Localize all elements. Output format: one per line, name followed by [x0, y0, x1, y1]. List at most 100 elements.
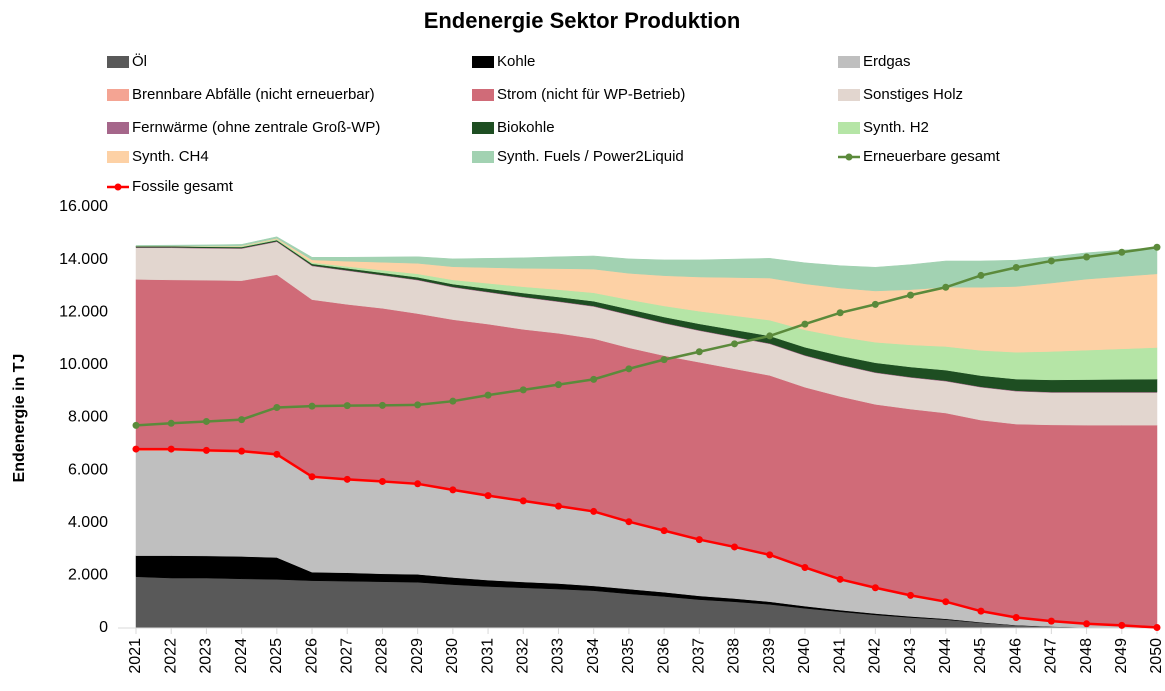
marker	[202, 417, 210, 425]
y-tick-label: 16.000	[59, 198, 108, 215]
marker	[836, 575, 844, 583]
x-tick-label: 2047	[1043, 638, 1060, 674]
legend-swatch	[838, 56, 860, 68]
legend-label: Fernwärme (ohne zentrale Groß-WP)	[132, 119, 380, 136]
x-tick-label: 2043	[902, 638, 919, 674]
marker	[660, 527, 668, 535]
y-tick-label: 14.000	[59, 251, 108, 268]
marker	[1153, 243, 1161, 251]
legend-label: Erdgas	[863, 53, 911, 70]
line	[136, 447, 1158, 629]
x-tick-label: 2026	[303, 638, 320, 674]
marker	[414, 401, 422, 409]
marker	[238, 447, 246, 455]
y-tick-label: 10.000	[59, 356, 108, 373]
x-tick-label: 2040	[796, 638, 813, 674]
marker	[801, 320, 809, 328]
marker	[378, 401, 386, 409]
x-tick-label: 2041	[831, 638, 848, 674]
marker	[695, 536, 703, 544]
legend-swatch	[472, 56, 494, 68]
marker	[1083, 620, 1091, 628]
line	[135, 246, 1158, 427]
marker	[132, 445, 140, 453]
y-tick-label: 2.000	[68, 567, 108, 584]
x-tick-label: 2033	[550, 638, 567, 674]
legend-swatch	[107, 56, 129, 68]
x-tick-label: 2044	[937, 638, 954, 674]
legend-marker	[114, 183, 122, 191]
marker	[625, 518, 633, 526]
legend-label: Brennbare Abfälle (nicht erneuerbar)	[132, 86, 375, 103]
x-tick-label: 2046	[1007, 638, 1024, 674]
marker	[1083, 253, 1091, 261]
marker	[167, 419, 175, 427]
y-tick-label: 0	[99, 619, 108, 636]
marker	[484, 391, 492, 399]
legend-label: Strom (nicht für WP-Betrieb)	[497, 86, 685, 103]
marker	[801, 563, 809, 571]
y-tick-label: 8.000	[68, 409, 108, 426]
marker	[449, 397, 457, 405]
marker	[484, 492, 492, 500]
x-tick-label: 2035	[620, 638, 637, 674]
legend-label: Synth. H2	[863, 119, 929, 136]
x-tick-label: 2023	[198, 638, 215, 674]
marker	[660, 356, 668, 364]
marker	[766, 332, 774, 340]
marker	[1012, 613, 1020, 621]
marker	[871, 300, 879, 308]
marker	[977, 607, 985, 615]
x-tick-label: 2048	[1078, 638, 1095, 674]
areas	[135, 236, 1158, 629]
legend-swatch	[472, 151, 494, 163]
marker	[273, 404, 281, 412]
legend-label: Sonstiges Holz	[863, 86, 963, 103]
x-tick-label: 2032	[514, 638, 531, 674]
x-tick-label: 2039	[761, 638, 778, 674]
x-tick-label: 2038	[726, 638, 743, 674]
marker	[1118, 248, 1126, 256]
marker	[308, 473, 316, 481]
legend-label: Öl	[132, 52, 147, 70]
marker	[1118, 621, 1126, 629]
marker	[343, 402, 351, 410]
x-tick-label: 2031	[479, 638, 496, 674]
x-tick-label: 2037	[691, 638, 708, 674]
legend-swatch	[107, 151, 129, 163]
legend-label: Synth. Fuels / Power2Liquid	[497, 148, 684, 165]
marker	[836, 309, 844, 317]
x-tick-label: 2042	[867, 638, 884, 674]
marker	[343, 475, 351, 483]
x-tick-label: 2021	[127, 638, 144, 674]
x-tick-label: 2022	[162, 638, 179, 674]
x-tick-label: 2028	[374, 638, 391, 674]
marker	[1012, 264, 1020, 272]
marker	[519, 386, 527, 394]
chart-title: Endenergie Sektor Produktion	[424, 8, 741, 33]
marker	[414, 480, 422, 488]
marker	[202, 446, 210, 454]
marker	[907, 591, 915, 599]
x-tick-label: 2025	[268, 638, 285, 674]
legend-swatch	[838, 122, 860, 134]
x-tick-label: 2030	[444, 638, 461, 674]
y-tick-label: 6.000	[68, 461, 108, 478]
marker	[731, 543, 739, 551]
marker	[590, 507, 598, 515]
marker	[977, 271, 985, 279]
marker	[554, 381, 562, 389]
x-tick-label: 2036	[655, 638, 672, 674]
marker	[1047, 257, 1055, 265]
y-tick-label: 4.000	[68, 514, 108, 531]
legend-swatch	[838, 89, 860, 101]
legend-label: Fossile gesamt	[132, 178, 234, 195]
x-tick-label: 2024	[233, 638, 250, 674]
marker	[942, 598, 950, 606]
marker	[1047, 617, 1055, 625]
marker	[378, 477, 386, 485]
marker	[625, 365, 633, 373]
legend-label: Erneuerbare gesamt	[863, 148, 1001, 165]
y-tick-label: 12.000	[59, 303, 108, 320]
